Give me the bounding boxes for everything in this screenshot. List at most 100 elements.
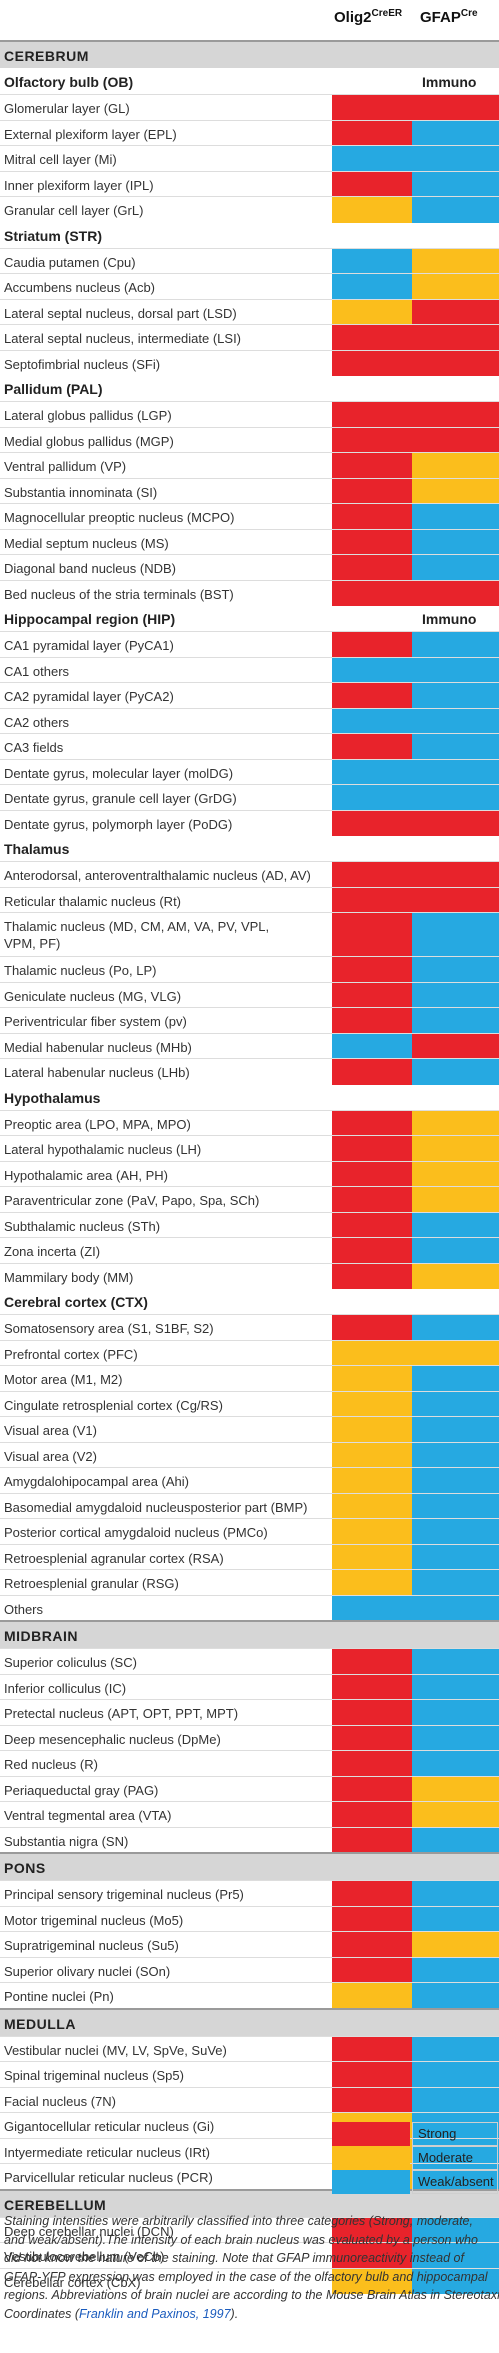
- table-row: Reticular thalamic nucleus (Rt): [0, 886, 499, 913]
- citation-link[interactable]: Franklin and Paxinos, 1997: [79, 2306, 231, 2321]
- gfap-intensity-cell: [412, 274, 499, 300]
- gfap-intensity-cell: [412, 1110, 499, 1136]
- olig2-intensity-cell: [332, 1110, 412, 1136]
- gfap-intensity-cell: [412, 427, 499, 453]
- nucleus-label: Hypothalamic area (AH, PH): [4, 1167, 168, 1183]
- nucleus-label: Retroesplenial granular (RSG): [4, 1576, 179, 1591]
- nucleus-label: Pontine nuclei (Pn): [4, 1989, 114, 2004]
- table-row: Preoptic area (LPO, MPA, MPO): [0, 1109, 499, 1136]
- olig2-intensity-cell: [332, 1932, 412, 1958]
- nucleus-label: Reticular thalamic nucleus (Rt): [4, 893, 182, 909]
- gfap-intensity-cell: [412, 2268, 499, 2294]
- gfap-intensity-cell: [412, 887, 499, 913]
- section-header: MEDULLA: [0, 2007, 499, 2036]
- olig2-intensity-cell: [332, 759, 412, 785]
- table-row: Inferior colliculus (IC): [0, 1673, 499, 1700]
- nucleus-label: Diagonal band nucleus (NDB): [4, 561, 176, 576]
- nucleus-label: CA1 others: [4, 663, 70, 679]
- nucleus-label: Dentate gyrus, granule cell layer (GrDG): [4, 791, 237, 806]
- table-row: Bed nucleus of the stria terminals (BST): [0, 579, 499, 606]
- gfap-intensity-cell: [412, 957, 499, 983]
- olig2-intensity-cell: [332, 2062, 412, 2088]
- nucleus-label: Geniculate nucleus (MG, VLG): [4, 988, 182, 1004]
- caption-line: and weak/absent).The intensity of each b…: [4, 2232, 478, 2247]
- caption-line-last: Coordinates (Franklin and Paxinos, 1997)…: [4, 2306, 239, 2321]
- table-row: Thalamic nucleus (Po, LP): [0, 956, 499, 983]
- gfap-intensity-cell: [412, 734, 499, 760]
- section-title: PONS: [4, 1860, 46, 1876]
- legend-label: Strong: [412, 2122, 498, 2146]
- table-row: Inner plexiform layer (IPL): [0, 170, 499, 197]
- nucleus-label-line: VPM, PF): [4, 936, 61, 951]
- nucleus-label: Anterodorsal, anteroventralthalamic nucl…: [4, 868, 311, 883]
- table-row: Pontine nuclei (Pn): [0, 1982, 499, 2009]
- nucleus-label: Superior coliculus (SC): [4, 1655, 137, 1670]
- olig2-intensity-cell: [332, 171, 412, 197]
- gfap-intensity-cell: [412, 2164, 499, 2190]
- olig2-intensity-cell: [332, 1802, 412, 1828]
- nucleus-label: Ventral pallidum (VP): [4, 459, 127, 474]
- table-row: Somatosensory area (S1, S1BF, S2): [0, 1314, 499, 1341]
- gfap-intensity-cell: [412, 785, 499, 811]
- nucleus-label: Red nucleus (R): [4, 1757, 98, 1772]
- olig2-intensity-cell: [332, 1340, 412, 1366]
- olig2-intensity-cell: [332, 325, 412, 351]
- gfap-intensity-cell: [412, 1906, 499, 1932]
- table-row: Posterior cortical amygdaloid nucleus (P…: [0, 1518, 499, 1545]
- region-title: Hippocampal region (HIP): [4, 611, 176, 627]
- nucleus-label: Motor area (M1, M2): [4, 1372, 123, 1387]
- nucleus-label: Others: [4, 1601, 44, 1617]
- nucleus-label: Intyermediate reticular nucleus (IRt): [4, 2144, 210, 2160]
- gfap-intensity-cell: [412, 402, 499, 428]
- gfap-intensity-cell: [412, 1366, 499, 1392]
- table-row: Visual area (V2): [0, 1441, 499, 1468]
- nucleus-label: Prefrontal cortex (PFC): [4, 1346, 138, 1362]
- table-row: Mammilary body (MM): [0, 1262, 499, 1289]
- section-title: CEREBELLUM: [4, 2196, 107, 2213]
- olig2-intensity-cell: [332, 1212, 412, 1238]
- nucleus-label: Lateral habenular nucleus (LHb): [4, 1065, 190, 1080]
- gfap-intensity-cell: [412, 1161, 499, 1187]
- table-row: Vestibular nuclei (MV, LV, SpVe, SuVe): [0, 2035, 499, 2062]
- table-row: Vestibulocerebellum (VeCb): [0, 2242, 499, 2269]
- table-row: Prefrontal cortex (PFC): [0, 1339, 499, 1366]
- nucleus-label: Amygdalohipocampal area (Ahi): [4, 1474, 189, 1489]
- gfap-intensity-cell: [412, 2138, 499, 2164]
- gfap-intensity-cell: [412, 657, 499, 683]
- gfap-intensity-cell: [412, 1570, 499, 1596]
- gfap-intensity-cell: [412, 1391, 499, 1417]
- olig2-intensity-cell: [332, 810, 412, 836]
- gfap-intensity-cell: [412, 1932, 499, 1958]
- nucleus-label: Zona incerta (ZI): [4, 1244, 101, 1259]
- table-row: Retroesplenial granular (RSG): [0, 1569, 499, 1596]
- nucleus-label: Bed nucleus of the stria terminals (BST): [4, 586, 234, 602]
- table-row: Medial habenular nucleus (MHb): [0, 1032, 499, 1059]
- olig2-intensity-cell: [332, 146, 412, 172]
- table-row: CA1 pyramidal layer (PyCA1): [0, 631, 499, 658]
- immuno-note: Immuno: [422, 611, 477, 627]
- olig2-intensity-cell: [332, 197, 412, 223]
- table-row: Dentate gyrus, granule cell layer (GrDG): [0, 784, 499, 811]
- gfap-intensity-cell: [412, 1008, 499, 1034]
- nucleus-label: Vestibular nuclei (MV, LV, SpVe, SuVe): [4, 2042, 227, 2058]
- gfap-intensity-cell: [412, 453, 499, 479]
- gfap-intensity-cell: [412, 759, 499, 785]
- region-header: Hippocampal region (HIP) Immuno: [0, 605, 499, 631]
- gfap-intensity-cell: [412, 1059, 499, 1085]
- caption-line: GFAP-YFP expression was employed in the …: [4, 2269, 488, 2284]
- nucleus-label: Cerebellar cortex (CbX): [4, 2274, 141, 2290]
- gfap-intensity-cell: [412, 2217, 499, 2243]
- nucleus-label: Glomerular layer (GL): [4, 101, 130, 116]
- gfap-intensity-cell: [412, 1983, 499, 2009]
- table-row: Motor trigeminal nucleus (Mo5): [0, 1905, 499, 1932]
- table-row: Pretectal nucleus (APT, OPT, PPT, MPT): [0, 1699, 499, 1726]
- gfap-intensity-cell: [412, 1700, 499, 1726]
- olig2-intensity-cell: [332, 1008, 412, 1034]
- olig2-intensity-cell: [332, 1881, 412, 1907]
- table-row: Others: [0, 1594, 499, 1621]
- olig2-intensity-cell: [332, 529, 412, 555]
- region-header: Pallidum (PAL): [0, 375, 499, 401]
- gfap-intensity-cell: [412, 982, 499, 1008]
- gfap-intensity-cell: [412, 120, 499, 146]
- olig2-intensity-cell: [332, 1468, 412, 1494]
